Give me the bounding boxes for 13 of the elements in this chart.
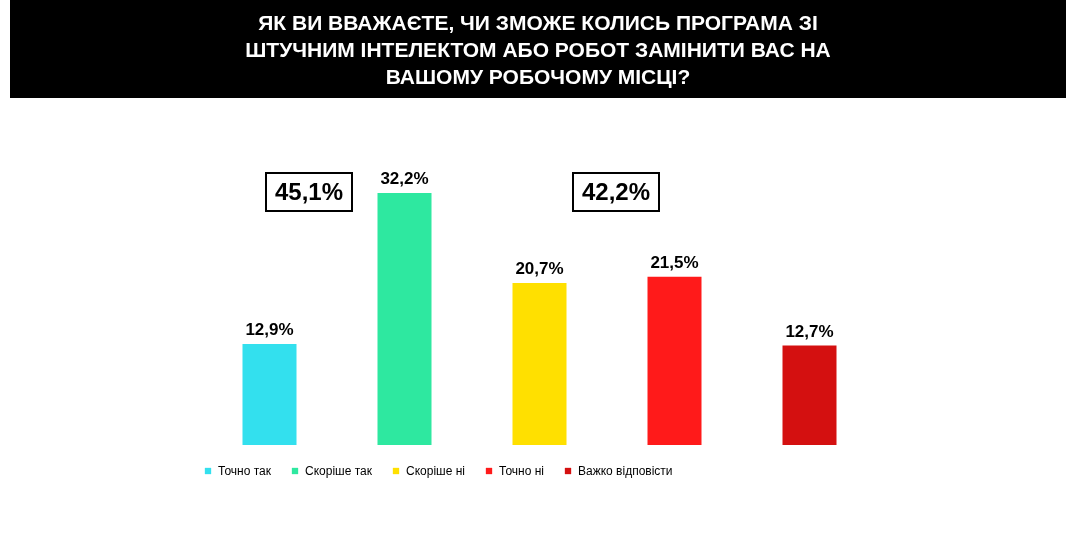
annotation: 45,1%: [265, 172, 354, 212]
legend-label: Точно так: [218, 464, 272, 478]
chart-title: ЯК ВИ ВВАЖАЄТЕ, ЧИ ЗМОЖЕ КОЛИСЬ ПРОГРАМА ЗІ ШТУЧНИМ ІНТЕЛЕКТОМ АБО РОБОТ ЗАМІНИТИ ВАС НА ВАШОМУ РОБОЧОМУ МІСЦІ?: [244, 9, 832, 90]
legend-label: Важко відповісти: [578, 464, 673, 478]
legend-label: Скоріше ні: [406, 464, 465, 478]
data-label: 12,7%: [785, 321, 834, 341]
data-label: 32,2%: [380, 169, 429, 188]
data-label: 21,5%: [650, 252, 699, 272]
legend-label: Скоріше так: [305, 464, 373, 478]
data-label: 20,7%: [515, 259, 564, 278]
annotation: 42,2%: [572, 172, 661, 212]
data-label: 12,9%: [245, 320, 294, 340]
legend-label: Точно ні: [499, 464, 544, 478]
